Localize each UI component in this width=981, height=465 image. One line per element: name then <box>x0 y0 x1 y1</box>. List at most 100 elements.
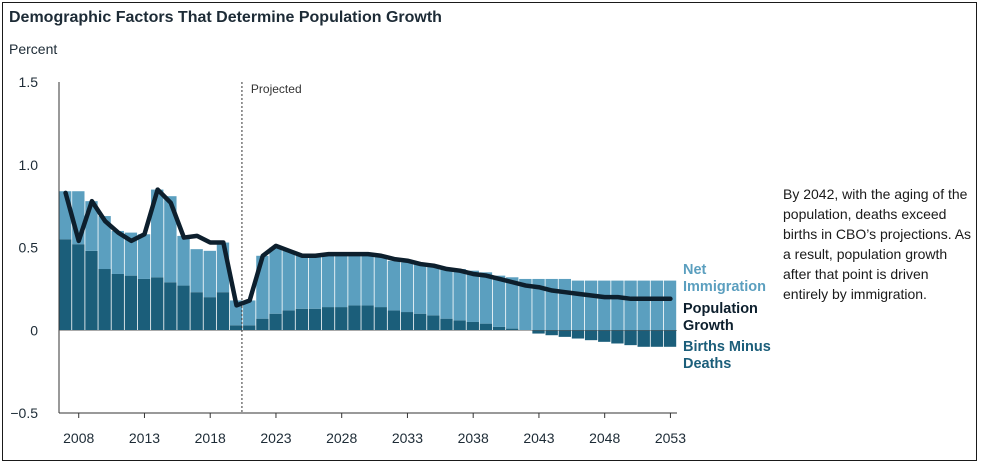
bar-births-minus-deaths <box>637 330 650 347</box>
bar-births-minus-deaths <box>532 330 545 334</box>
bar-net-immigration <box>492 275 506 327</box>
bar-births-minus-deaths <box>584 330 598 341</box>
bar-births-minus-deaths <box>203 297 216 331</box>
bar-net-immigration <box>624 280 637 331</box>
bar-net-immigration <box>177 235 190 286</box>
bar-births-minus-deaths <box>545 330 558 336</box>
bar-net-immigration <box>335 254 348 308</box>
bar-net-immigration <box>164 196 177 283</box>
bar-net-immigration <box>453 269 466 321</box>
bar-net-immigration <box>558 278 572 331</box>
x-tick-label: 2018 <box>195 430 226 446</box>
bar-net-immigration <box>151 189 164 278</box>
bar-net-immigration <box>361 254 374 306</box>
bar-net-immigration <box>584 280 598 331</box>
bar-net-immigration <box>663 280 677 331</box>
bar-births-minus-deaths <box>177 285 190 331</box>
y-axis-label: Percent <box>9 41 58 57</box>
bar-net-immigration <box>571 280 585 331</box>
bar-net-immigration <box>598 280 611 331</box>
bar-net-immigration <box>203 250 216 298</box>
bar-births-minus-deaths <box>361 305 374 331</box>
bar-net-immigration <box>545 278 558 331</box>
bar-births-minus-deaths <box>269 313 282 331</box>
bar-net-immigration <box>414 264 427 314</box>
y-tick-label: −0.5 <box>10 405 38 421</box>
bar-births-minus-deaths <box>295 308 309 331</box>
bar-net-immigration <box>519 278 532 331</box>
bar-births-minus-deaths <box>571 330 585 339</box>
bar-births-minus-deaths <box>374 307 387 331</box>
bar-births-minus-deaths <box>98 269 111 331</box>
bar-births-minus-deaths <box>59 239 72 331</box>
bar-births-minus-deaths <box>558 330 572 337</box>
bar-net-immigration <box>387 260 401 311</box>
bar-births-minus-deaths <box>85 250 98 331</box>
bar-net-immigration <box>243 300 256 326</box>
bar-net-immigration <box>466 270 479 322</box>
y-tick-label: 1.5 <box>19 74 39 90</box>
bar-net-immigration <box>374 255 387 308</box>
bar-births-minus-deaths <box>308 308 322 331</box>
x-tick-label: 2043 <box>523 430 554 446</box>
bar-births-minus-deaths <box>387 310 401 331</box>
bar-net-immigration <box>650 280 664 331</box>
bar-net-immigration <box>637 280 650 331</box>
legend-population-growth: Population Growth <box>683 301 758 334</box>
bar-births-minus-deaths <box>492 326 506 331</box>
bar-net-immigration <box>479 272 493 324</box>
x-tick-label: 2033 <box>392 430 423 446</box>
x-tick-label: 2008 <box>63 430 94 446</box>
legend-births-minus-deaths: Births Minus Deaths <box>683 339 771 372</box>
bar-births-minus-deaths <box>256 318 269 331</box>
bar-net-immigration <box>611 280 624 331</box>
bar-births-minus-deaths <box>111 273 124 331</box>
bar-net-immigration <box>321 254 335 308</box>
bar-net-immigration <box>532 278 545 331</box>
x-tick-label: 2028 <box>326 430 357 446</box>
chart-annotation: By 2042, with the aging of the populatio… <box>783 186 972 302</box>
bar-net-immigration <box>111 230 124 274</box>
bar-net-immigration <box>98 216 111 270</box>
bar-births-minus-deaths <box>348 305 361 331</box>
bar-births-minus-deaths <box>400 312 414 331</box>
bar-births-minus-deaths <box>72 244 85 331</box>
bar-net-immigration <box>440 269 453 319</box>
bar-births-minus-deaths <box>164 282 177 331</box>
bar-births-minus-deaths <box>650 330 664 347</box>
bar-net-immigration <box>295 255 309 309</box>
population-growth-line <box>63 187 673 308</box>
bar-births-minus-deaths <box>479 323 493 331</box>
x-tick-label: 2038 <box>458 430 489 446</box>
bar-net-immigration <box>137 234 151 279</box>
bar-births-minus-deaths <box>216 292 230 331</box>
bar-net-immigration <box>282 250 295 311</box>
bar-births-minus-deaths <box>190 292 203 331</box>
bar-births-minus-deaths <box>506 328 519 331</box>
y-tick-label: 1.0 <box>19 157 39 173</box>
bar-net-immigration <box>400 262 414 313</box>
bar-births-minus-deaths <box>282 310 295 331</box>
legend-net-immigration: Net Immigration <box>683 262 766 295</box>
y-tick-label: 0 <box>30 322 38 338</box>
projected-label: Projected <box>251 82 302 96</box>
bar-births-minus-deaths <box>598 330 611 342</box>
bar-net-immigration <box>348 254 361 306</box>
x-tick-label: 2048 <box>589 430 620 446</box>
bar-births-minus-deaths <box>229 325 243 331</box>
y-tick-label: 0.5 <box>19 240 39 256</box>
x-tick-label: 2023 <box>260 430 291 446</box>
bar-net-immigration <box>269 247 282 314</box>
bar-births-minus-deaths <box>624 330 637 346</box>
bar-births-minus-deaths <box>427 315 440 331</box>
bar-births-minus-deaths <box>151 277 164 331</box>
bar-net-immigration <box>190 249 203 293</box>
bar-births-minus-deaths <box>243 325 256 331</box>
bar-births-minus-deaths <box>414 313 427 331</box>
x-tick-label: 2053 <box>655 430 686 446</box>
bar-net-immigration <box>308 255 322 309</box>
bar-births-minus-deaths <box>611 330 624 344</box>
bar-births-minus-deaths <box>440 318 453 331</box>
